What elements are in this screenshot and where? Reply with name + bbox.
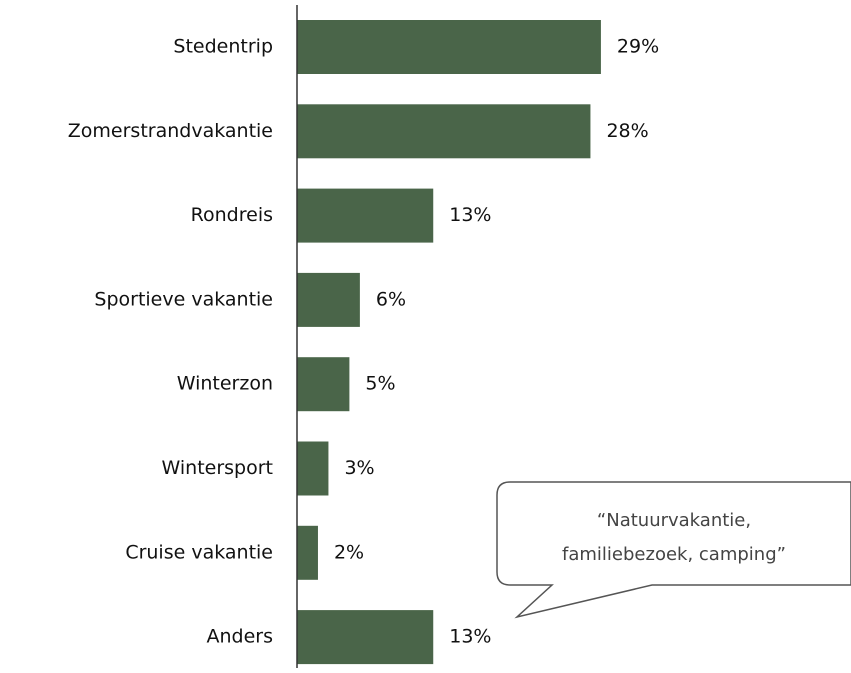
callout-box <box>496 481 851 619</box>
annotation: familiebezoek, camping” <box>562 544 786 565</box>
annotation: “Natuurvakantie, <box>597 510 751 531</box>
value-label: 5% <box>365 373 395 395</box>
value-label: 29% <box>617 36 659 58</box>
bar <box>297 610 434 665</box>
bar <box>297 104 591 159</box>
bar <box>297 357 350 412</box>
category-label: Winterzon <box>177 373 273 395</box>
category-label: Wintersport <box>162 457 274 479</box>
value-label: 28% <box>606 120 648 142</box>
category-label: Sportieve vakantie <box>94 288 273 310</box>
category-label: Anders <box>207 626 274 648</box>
category-label: Zomerstrandvakantie <box>68 120 273 142</box>
value-label: 2% <box>334 541 364 563</box>
category-label: Rondreis <box>191 204 273 226</box>
bar <box>297 525 318 580</box>
value-label: 3% <box>344 457 374 479</box>
bar <box>297 20 601 74</box>
bar <box>297 272 360 327</box>
category-label: Stedentrip <box>173 36 273 58</box>
value-label: 13% <box>449 204 491 226</box>
value-label: 13% <box>449 626 491 648</box>
category-label: Cruise vakantie <box>125 541 273 563</box>
bar <box>297 188 434 243</box>
value-label: 6% <box>376 288 406 310</box>
bar <box>297 441 329 496</box>
